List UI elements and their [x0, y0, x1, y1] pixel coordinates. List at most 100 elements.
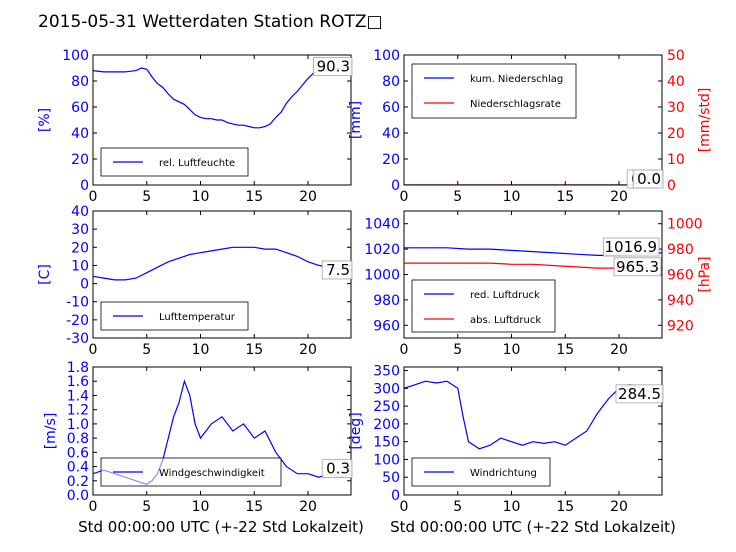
y-tick-label: 100	[373, 452, 400, 468]
x-tick-label: 5	[142, 189, 151, 205]
y2-tick-label: 20	[667, 126, 685, 142]
value-label-2-box	[632, 169, 664, 189]
y-tick-label: 0	[80, 178, 89, 194]
series-group	[93, 67, 351, 129]
y-tick-label: 10	[71, 258, 89, 274]
y-tick-label: 1.0	[67, 417, 89, 433]
y-tick-label: 0.0	[67, 488, 89, 504]
x-tick-label: 0	[89, 189, 98, 205]
plot-frame	[403, 366, 663, 496]
y-axis-label: [%]	[37, 108, 53, 132]
x-tick-label: 15	[245, 342, 263, 358]
y-tick-label: 80	[71, 74, 89, 90]
legend-label: kum. Niederschlag	[470, 74, 563, 85]
x-tick-label: 10	[192, 189, 210, 205]
y-tick-label: 0.8	[67, 431, 89, 447]
x-tick-label: 15	[556, 499, 574, 515]
y-tick-label: 0.6	[67, 445, 89, 461]
y-tick-label: 0	[391, 488, 400, 504]
y-tick-label: 60	[382, 100, 400, 116]
x-tick-label: 20	[299, 342, 317, 358]
y-tick-label: 40	[71, 204, 89, 220]
value-label-2: 965.3	[616, 258, 659, 276]
y2-axis-label: [hPa]	[697, 256, 713, 292]
y-tick-label: 0	[80, 277, 89, 293]
y-tick-label: 960	[373, 318, 400, 334]
y-tick-label: 150	[373, 435, 400, 451]
legend-label: Windgeschwindigkeit	[159, 468, 265, 479]
x-tick-label: 20	[610, 499, 628, 515]
x-tick-label: 20	[610, 342, 628, 358]
x-tick-label: 0	[400, 189, 409, 205]
legend: rel. Luftfeuchte	[100, 147, 249, 177]
series-line-1	[93, 67, 351, 129]
x-tick-label: 0	[89, 499, 98, 515]
y-tick-label: 100	[373, 48, 400, 64]
x-tick-label: 15	[556, 189, 574, 205]
value-label-box	[313, 57, 353, 77]
y2-tick-label: 30	[667, 100, 685, 116]
y2-tick-label: 960	[667, 268, 694, 284]
y2-tick-label: 10	[667, 152, 685, 168]
y2-tick-label: 920	[667, 318, 694, 334]
y-tick-label: 250	[373, 399, 400, 415]
legend: red. Luftdruck abs. Luftdruck	[411, 279, 556, 333]
legend: Windrichtung	[411, 457, 551, 487]
value-label-box	[321, 459, 353, 479]
value-label-box	[321, 260, 353, 280]
y-tick-label: 30	[71, 222, 89, 238]
y-tick-label: 20	[71, 152, 89, 168]
y-tick-label: 40	[71, 126, 89, 142]
y-tick-label: 1020	[364, 242, 400, 258]
x-tick-label: 0	[89, 342, 98, 358]
x-tick-label: 15	[245, 189, 263, 205]
y-axis-label: [mm]	[348, 101, 364, 139]
panel-winddirection: 0 5 10 15 20050100150200250300350[deg]Windri…	[348, 364, 664, 515]
legend-label: Niederschlagsrate	[470, 99, 561, 110]
y-tick-label: 1.6	[67, 374, 89, 390]
y-tick-label: 200	[373, 417, 400, 433]
plot-frame	[92, 366, 352, 496]
x-tick-label: 5	[142, 342, 151, 358]
value-label: 284.5	[618, 385, 661, 403]
y-tick-label: 300	[373, 381, 400, 397]
y2-tick-label: 1000	[667, 217, 703, 233]
y2-tick-label: 940	[667, 293, 694, 309]
y-tick-label: 60	[71, 100, 89, 116]
panel-temperature: 0 5 10 15 20 -30 -20 -10 0 10 20 30 40 [C] Lufttempera…	[37, 204, 353, 358]
y-tick-label: 20	[71, 240, 89, 256]
value-label-1: 1016.9	[605, 238, 658, 256]
x-tick-label: 5	[453, 189, 462, 205]
y-tick-label: 0	[391, 178, 400, 194]
y-tick-label: 80	[382, 74, 400, 90]
legend-label: rel. Luftfeuchte	[159, 158, 235, 169]
value-label-2-box	[613, 257, 662, 277]
y-tick-label: 1040	[364, 217, 400, 233]
plot-frame	[403, 54, 663, 186]
x-tick-label: 0	[400, 499, 409, 515]
value-label: 7.5	[326, 261, 350, 279]
legend: Lufttemperatur	[100, 301, 249, 331]
value-label-box	[615, 384, 664, 404]
legend-label: abs. Luftdruck	[470, 315, 541, 326]
legend: Windgeschwindigkeit	[100, 457, 282, 487]
series-group	[93, 246, 351, 281]
value-label: 0.3	[326, 460, 350, 478]
x-tick-label: 5	[453, 342, 462, 358]
legend-label: Lufttemperatur	[159, 312, 236, 323]
y-tick-label: 100	[62, 48, 89, 64]
y2-tick-label: 50	[667, 48, 685, 64]
value-label: 90.3	[317, 58, 350, 76]
y2-tick-label: 980	[667, 242, 694, 258]
y2-tick-label: 0	[667, 178, 676, 194]
x-tick-label: 15	[556, 342, 574, 358]
y-tick-label: 50	[382, 470, 400, 486]
y-tick-label: -30	[66, 331, 89, 347]
legend-box	[411, 279, 556, 333]
series-line-1	[93, 246, 351, 281]
x-tick-label: 10	[503, 342, 521, 358]
y-tick-label: 0.4	[67, 460, 89, 476]
x-axis-label-right: Std 00:00:00 UTC (+-22 Std Lokalzeit)	[390, 518, 676, 536]
